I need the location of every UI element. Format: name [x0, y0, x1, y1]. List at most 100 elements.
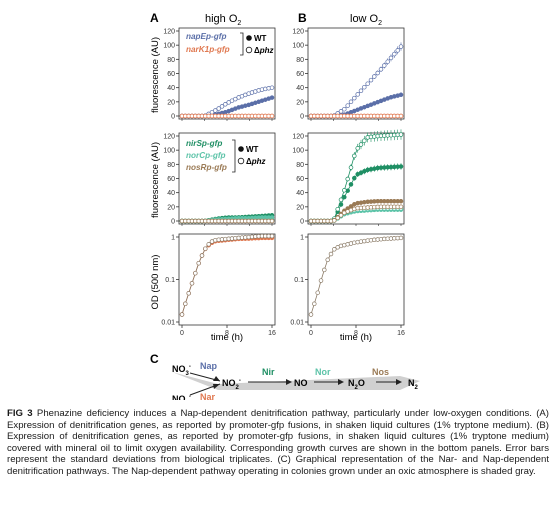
y-tick-label: 80: [296, 162, 304, 169]
data-point: [338, 109, 344, 114]
data-point: [398, 132, 404, 137]
legend-napEp: napEp-gfp: [186, 32, 226, 41]
data-point: [398, 164, 404, 169]
panel-label-b: B: [298, 11, 307, 25]
chart-b-mid: 0 20 40 60 80 100 120: [292, 129, 405, 226]
data-point: [348, 165, 354, 170]
data-point: [269, 113, 275, 119]
legend-bracket-mid: [232, 139, 236, 173]
y-tick-label: 60: [296, 71, 304, 78]
legend-wt-marker-mid: [238, 146, 244, 152]
y-tick-label: 120: [292, 29, 304, 36]
y-tick-label: 60: [167, 176, 175, 183]
nar-arrowhead: [213, 384, 220, 389]
data-point: [332, 247, 337, 252]
x-tick-label: 8: [225, 330, 229, 337]
enzyme-nor: Nor: [315, 367, 331, 377]
data-point: [348, 99, 354, 105]
data-point: [392, 51, 397, 57]
plot-frame: [178, 132, 276, 225]
y-tick-label: 20: [296, 204, 304, 211]
data-point: [183, 301, 188, 307]
data-point: [398, 113, 404, 119]
data-point: [352, 95, 357, 101]
y-tick-label: 1: [171, 235, 175, 242]
legend-narK1p: narK1p-gfp: [186, 45, 230, 54]
data-point: [308, 312, 314, 317]
x-axis-label-a: time (h): [211, 332, 243, 343]
y-tick-label: 0.1: [294, 277, 304, 284]
y-tick-label: 100: [292, 43, 304, 50]
data-point: [206, 242, 211, 247]
series-wt: [308, 235, 404, 317]
data-point: [398, 235, 404, 241]
data-point: [355, 146, 360, 151]
y-axis-label-fluorescence-mid: fluorescence (AU): [150, 142, 161, 218]
data-point: [365, 81, 370, 86]
legend-nosRp: nosRp-gfp: [186, 163, 227, 172]
legend-top: napEp-gfp narK1p-gfp: [186, 32, 230, 54]
data-point: [269, 233, 275, 239]
data-point: [312, 301, 317, 307]
y-tick-label: 40: [296, 190, 304, 197]
x-tick-label: 0: [309, 330, 313, 337]
legend-mid: nirSp-gfp norCp-gfp nosRp-gfp: [186, 139, 227, 172]
enzyme-nir: Nir: [262, 367, 275, 377]
no: NO: [294, 378, 308, 388]
enzyme-nar: Nar: [200, 392, 216, 400]
legend-phz-mid: Δphz: [246, 157, 266, 166]
data-point: [216, 106, 221, 111]
data-point: [233, 96, 238, 102]
series-nosrp-gfp-phz: [179, 218, 275, 224]
legend-wt-mid: WT: [246, 145, 259, 154]
data-point: [372, 74, 377, 79]
n2: N2: [408, 378, 419, 391]
y-tick-label: 20: [296, 99, 304, 106]
data-point: [199, 253, 205, 258]
y-tick-label: 20: [167, 204, 175, 211]
data-point: [355, 92, 360, 97]
data-point: [342, 188, 347, 193]
y-tick-label: 120: [292, 134, 304, 141]
legend-bracket-top: [240, 32, 244, 56]
y-tick-label: 0.01: [161, 320, 175, 327]
figure-caption: FIG 3 Phenazine deficiency induces a Nap…: [7, 408, 549, 478]
data-point: [189, 281, 195, 286]
data-point: [398, 44, 404, 49]
data-point: [315, 290, 320, 295]
data-point: [223, 102, 228, 107]
data-point: [203, 246, 208, 251]
data-point: [385, 59, 390, 64]
nir-arrowhead: [286, 379, 292, 385]
data-point: [362, 138, 367, 143]
data-point: [269, 95, 275, 100]
x-axis-label-b: time (h): [340, 332, 372, 343]
data-point: [342, 194, 347, 200]
data-point: [352, 153, 357, 159]
data-point: [395, 48, 400, 53]
data-point: [325, 257, 330, 263]
data-point: [398, 198, 404, 204]
x-tick-label: 16: [397, 330, 405, 337]
condition-low: low O2: [350, 13, 382, 27]
data-point: [213, 108, 218, 113]
data-point: [348, 182, 354, 187]
data-point: [335, 206, 340, 212]
data-point: [179, 312, 185, 317]
series-nark1p-gfp-phz: [179, 113, 275, 119]
no3-bottom: NO3-: [172, 394, 191, 400]
data-point: [345, 103, 350, 108]
y-tick-label: 100: [163, 148, 175, 155]
legend-phz-marker-top: [245, 46, 253, 54]
pathway-shade-arrow: [172, 372, 420, 390]
y-tick-label: 100: [292, 148, 304, 155]
y-tick-label: 0: [300, 114, 304, 121]
y-tick-label: 40: [167, 190, 175, 197]
data-point: [375, 70, 380, 76]
panel-label-c: C: [150, 352, 159, 366]
no3-top: NO3-: [172, 364, 191, 377]
data-point: [338, 197, 344, 203]
y-tick-label: 60: [296, 176, 304, 183]
chart-b-top: 0 20 40 60 80 100 120: [292, 27, 405, 121]
enzyme-nap: Nap: [200, 361, 218, 371]
